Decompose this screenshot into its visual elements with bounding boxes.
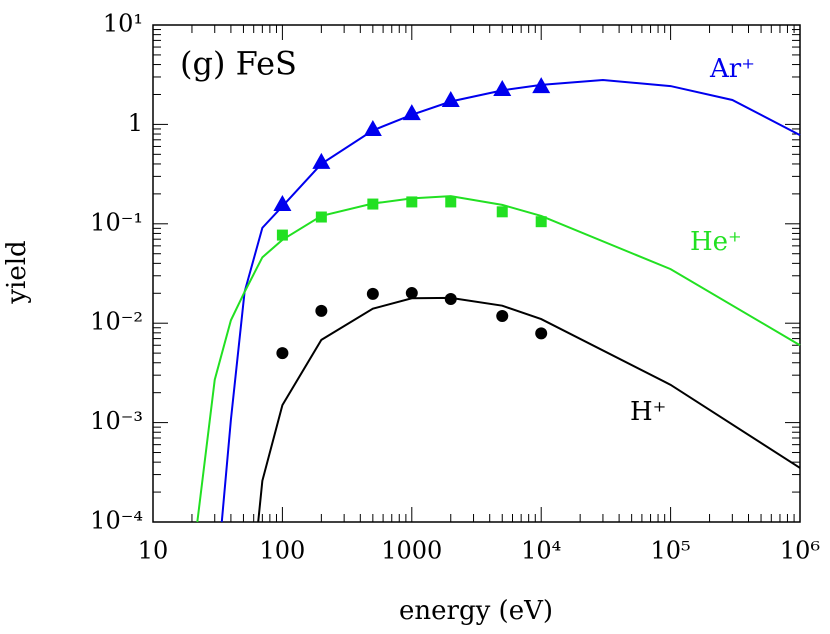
point xyxy=(315,211,327,223)
point xyxy=(496,206,508,218)
x-tick-label: 10⁵ xyxy=(651,537,691,565)
curve xyxy=(196,195,801,523)
curve xyxy=(257,296,801,523)
y-tick-label: 10⁻¹ xyxy=(90,208,143,236)
x-tick-label: 100 xyxy=(259,537,305,565)
y-tick-label: 10⁻² xyxy=(90,308,143,336)
point xyxy=(276,229,288,241)
point xyxy=(367,198,379,210)
chart-title: (g) FeS xyxy=(180,45,297,83)
point xyxy=(445,196,457,208)
y-axis-label: yield xyxy=(2,240,32,304)
series-label: H⁺ xyxy=(630,397,666,427)
point xyxy=(402,104,421,121)
point xyxy=(405,287,418,300)
series-label: He⁺ xyxy=(690,227,742,257)
x-tick-label: 10⁶ xyxy=(780,537,820,565)
x-tick-label: 1000 xyxy=(381,537,442,565)
x-tick-label: 10⁴ xyxy=(521,537,561,565)
x-tick-label: 10 xyxy=(138,537,169,565)
y-tick-label: 1 xyxy=(128,109,143,137)
point xyxy=(532,77,551,94)
plot-frame xyxy=(152,24,801,523)
point xyxy=(273,195,292,212)
point xyxy=(441,90,460,107)
x-axis-label: energy (eV) xyxy=(399,596,553,626)
point xyxy=(276,347,289,360)
series-label: Ar⁺ xyxy=(709,54,755,84)
point xyxy=(366,287,379,300)
point xyxy=(496,310,509,323)
point xyxy=(444,293,457,306)
point xyxy=(312,152,331,169)
point xyxy=(535,216,547,228)
curve xyxy=(220,78,801,523)
y-tick-label: 10⁻⁴ xyxy=(90,507,143,535)
point xyxy=(406,196,418,208)
point xyxy=(493,80,512,97)
point xyxy=(315,304,328,317)
y-tick-label: 10¹ xyxy=(103,10,143,38)
point xyxy=(363,119,382,136)
y-tick-label: 10⁻³ xyxy=(90,407,143,435)
point xyxy=(535,327,548,340)
